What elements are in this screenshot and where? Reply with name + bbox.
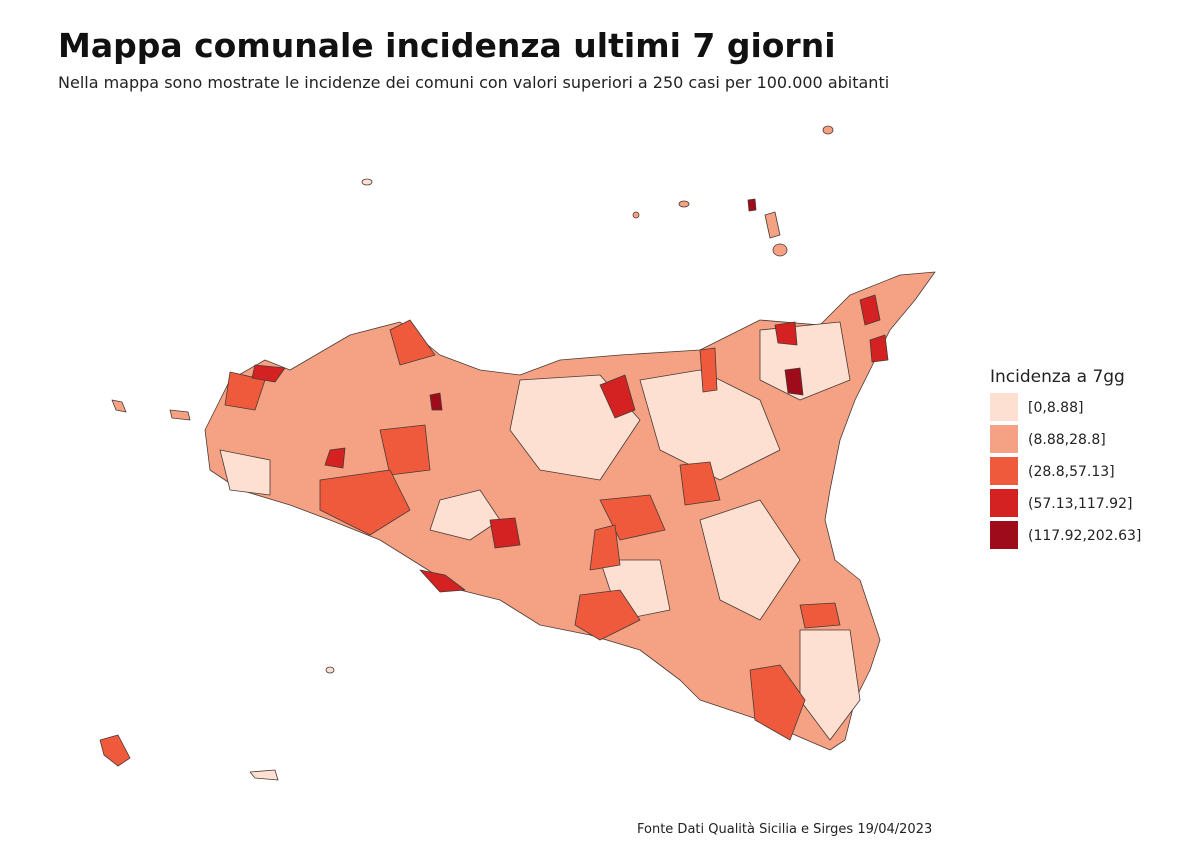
legend-swatch bbox=[990, 521, 1018, 549]
municipality bbox=[699, 499, 801, 621]
legend: [0,8.88] (8.88,28.8] (28.8,57.13] (57.13,11… bbox=[990, 393, 1141, 549]
legend-label: (28.8,57.13] bbox=[1028, 464, 1115, 480]
legend-swatch bbox=[990, 489, 1018, 517]
municipality bbox=[589, 524, 621, 571]
island bbox=[678, 200, 690, 208]
source: Fonte Dati Qualità Sicilia e Sirges 19/0… bbox=[637, 822, 932, 837]
municipality bbox=[599, 374, 636, 419]
subtitle: Nella mappa sono mostrate le incidenze d… bbox=[58, 73, 889, 92]
island bbox=[111, 399, 127, 413]
municipality bbox=[324, 447, 346, 469]
legend-label: (117.92,202.63] bbox=[1028, 528, 1141, 544]
municipality bbox=[679, 461, 721, 506]
municipality bbox=[219, 449, 271, 496]
municipality bbox=[429, 489, 501, 541]
island bbox=[772, 243, 788, 257]
municipality bbox=[774, 321, 798, 346]
municipality bbox=[799, 629, 861, 741]
legend-label: (57.13,117.92] bbox=[1028, 496, 1132, 512]
map bbox=[99, 125, 936, 781]
municipality bbox=[489, 517, 521, 549]
legend-title: Incidenza a 7gg bbox=[990, 367, 1125, 387]
legend-label: [0,8.88] bbox=[1028, 400, 1083, 416]
municipality bbox=[429, 392, 443, 411]
municipality bbox=[574, 589, 641, 641]
municipality bbox=[749, 664, 806, 741]
island bbox=[822, 125, 834, 135]
municipality bbox=[389, 319, 436, 366]
municipality bbox=[379, 424, 431, 476]
island bbox=[99, 734, 131, 767]
island bbox=[325, 666, 335, 674]
municipality bbox=[251, 364, 286, 383]
municipality bbox=[869, 334, 889, 363]
island bbox=[169, 409, 191, 421]
municipality bbox=[784, 367, 804, 396]
municipality bbox=[799, 602, 841, 629]
island bbox=[249, 769, 279, 781]
title: Mappa comunale incidenza ultimi 7 giorni bbox=[58, 26, 836, 65]
municipality bbox=[419, 569, 466, 593]
legend-swatch bbox=[990, 457, 1018, 485]
legend-swatch bbox=[990, 393, 1018, 421]
island bbox=[764, 211, 781, 239]
municipality bbox=[639, 369, 781, 481]
municipality bbox=[319, 469, 411, 536]
municipality bbox=[699, 347, 718, 393]
legend-label: (8.88,28.8] bbox=[1028, 432, 1106, 448]
municipality bbox=[859, 294, 881, 326]
legend-swatch bbox=[990, 425, 1018, 453]
island bbox=[632, 211, 640, 219]
island bbox=[747, 198, 757, 212]
island bbox=[361, 178, 373, 186]
